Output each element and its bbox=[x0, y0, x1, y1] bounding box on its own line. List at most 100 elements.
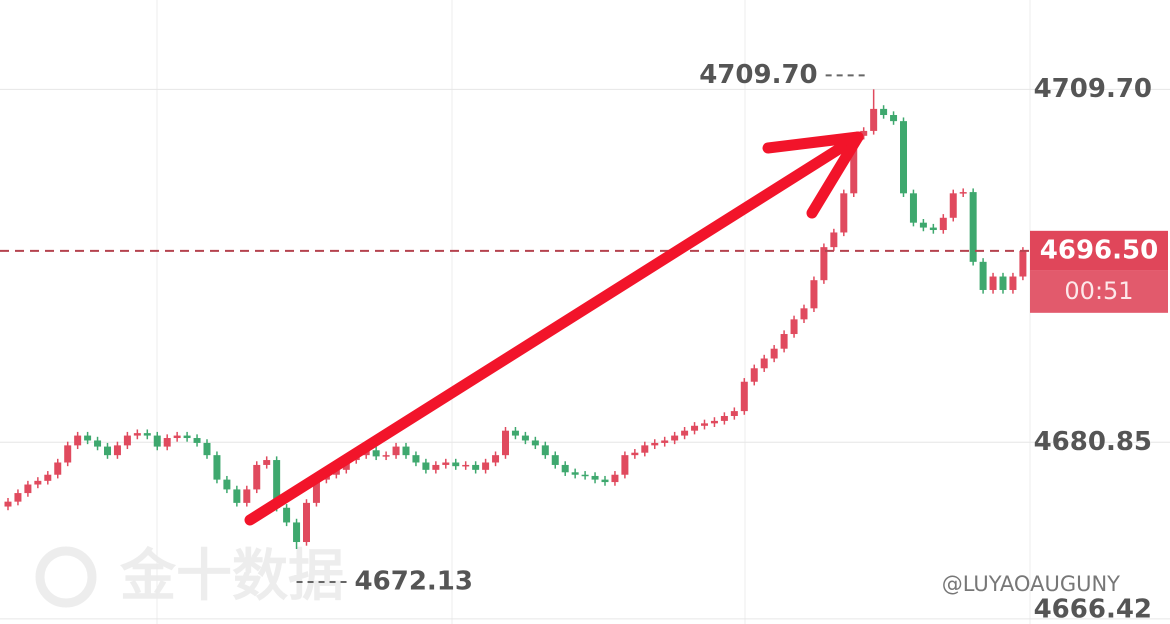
candle-body bbox=[919, 222, 927, 228]
candle-body bbox=[989, 276, 997, 290]
candle-body bbox=[492, 455, 500, 463]
candle-body bbox=[1019, 250, 1027, 277]
credit: @LUYAOAUGUNY bbox=[942, 572, 1120, 596]
candle-body bbox=[54, 462, 62, 475]
price-box bbox=[1030, 230, 1168, 271]
candle-body bbox=[44, 474, 52, 481]
candle-body bbox=[661, 440, 669, 443]
candle-body bbox=[551, 455, 559, 465]
candle-body bbox=[929, 227, 937, 231]
candle-body bbox=[223, 479, 231, 490]
candle-body bbox=[123, 435, 131, 446]
countdown-box bbox=[1030, 270, 1168, 313]
y-tick-label: 4709.70 bbox=[1034, 74, 1152, 104]
candle-body bbox=[810, 280, 818, 309]
candle-body bbox=[422, 462, 430, 470]
candle-body bbox=[24, 484, 32, 494]
candle-body bbox=[621, 455, 629, 475]
candle-body bbox=[233, 489, 241, 503]
candle-body bbox=[1009, 276, 1017, 290]
candle-body bbox=[382, 455, 390, 457]
candle-body bbox=[701, 423, 708, 426]
candle-body bbox=[402, 446, 410, 456]
candle-body bbox=[442, 462, 450, 465]
candle-body bbox=[900, 121, 907, 194]
candle-body bbox=[571, 472, 579, 475]
watermark-logo bbox=[35, 546, 97, 608]
candle-body bbox=[133, 433, 141, 436]
candle-body bbox=[969, 192, 977, 262]
low-marker-label: 4672.13 bbox=[355, 566, 473, 596]
candle-body bbox=[959, 192, 967, 194]
candle-body bbox=[830, 232, 838, 248]
watermark: 金十数据 bbox=[35, 544, 344, 609]
candle-body bbox=[840, 193, 848, 233]
y-tick-label: 4666.42 bbox=[1034, 595, 1152, 624]
candle-body bbox=[671, 435, 679, 441]
candle-body bbox=[193, 438, 201, 443]
candle-body bbox=[541, 445, 549, 456]
candle-body bbox=[611, 474, 619, 483]
watermark-text: 金十数据 bbox=[119, 544, 344, 609]
candle-body bbox=[641, 445, 649, 453]
candle-body bbox=[581, 474, 589, 477]
candle-body bbox=[880, 108, 888, 116]
candle-body bbox=[372, 450, 380, 457]
candle-body bbox=[681, 430, 689, 436]
candle-body bbox=[4, 501, 12, 507]
candle-body bbox=[64, 445, 72, 463]
candle-body bbox=[909, 193, 917, 223]
last-price-label: 4696.50 bbox=[1040, 235, 1158, 265]
candle-body bbox=[74, 435, 82, 446]
candle-body bbox=[173, 435, 181, 439]
candle-body bbox=[760, 358, 768, 369]
candle-body bbox=[183, 435, 191, 439]
candle-body bbox=[511, 430, 519, 436]
candle-body bbox=[263, 460, 271, 465]
candle-body bbox=[243, 489, 251, 503]
candle-body bbox=[253, 464, 261, 490]
candle-body bbox=[651, 442, 659, 446]
candle-body bbox=[870, 108, 878, 131]
candle-body bbox=[84, 435, 92, 441]
candle-body bbox=[113, 445, 121, 456]
y-tick-label: 4680.85 bbox=[1034, 427, 1152, 457]
candle-body bbox=[153, 435, 161, 447]
candle-body bbox=[939, 217, 947, 231]
candle-body bbox=[720, 416, 728, 421]
candle-body bbox=[203, 442, 211, 456]
candle-body bbox=[561, 464, 569, 473]
candle-body bbox=[213, 455, 221, 480]
candle-body bbox=[94, 440, 102, 447]
candle-body bbox=[34, 480, 42, 485]
candle-body bbox=[770, 348, 778, 359]
candle-body bbox=[631, 452, 639, 456]
candle-body bbox=[710, 420, 718, 424]
candle-body bbox=[392, 446, 400, 456]
candle-body bbox=[800, 308, 808, 320]
candle-body bbox=[462, 464, 470, 467]
candle-body bbox=[502, 430, 509, 456]
arrow bbox=[244, 131, 864, 526]
candle-body bbox=[780, 334, 788, 349]
candle-body bbox=[850, 135, 858, 194]
countdown: 00:51 bbox=[1064, 277, 1133, 305]
candle-body bbox=[740, 381, 748, 412]
candle-body bbox=[730, 411, 738, 416]
candle-body bbox=[482, 462, 490, 470]
candle-body bbox=[332, 469, 340, 475]
candle-body bbox=[283, 507, 291, 523]
candle-body bbox=[601, 479, 609, 483]
candle-body bbox=[163, 438, 171, 447]
candle-body bbox=[312, 479, 320, 503]
candle-body bbox=[521, 435, 529, 441]
candle-body bbox=[750, 368, 758, 382]
candle-body bbox=[412, 455, 420, 463]
candle-body bbox=[14, 493, 22, 502]
candle-body bbox=[820, 247, 828, 281]
high-marker-label: 4709.70 bbox=[699, 60, 817, 90]
candle-body bbox=[293, 522, 301, 543]
candle-body bbox=[999, 276, 1007, 290]
candle-body bbox=[790, 319, 798, 335]
